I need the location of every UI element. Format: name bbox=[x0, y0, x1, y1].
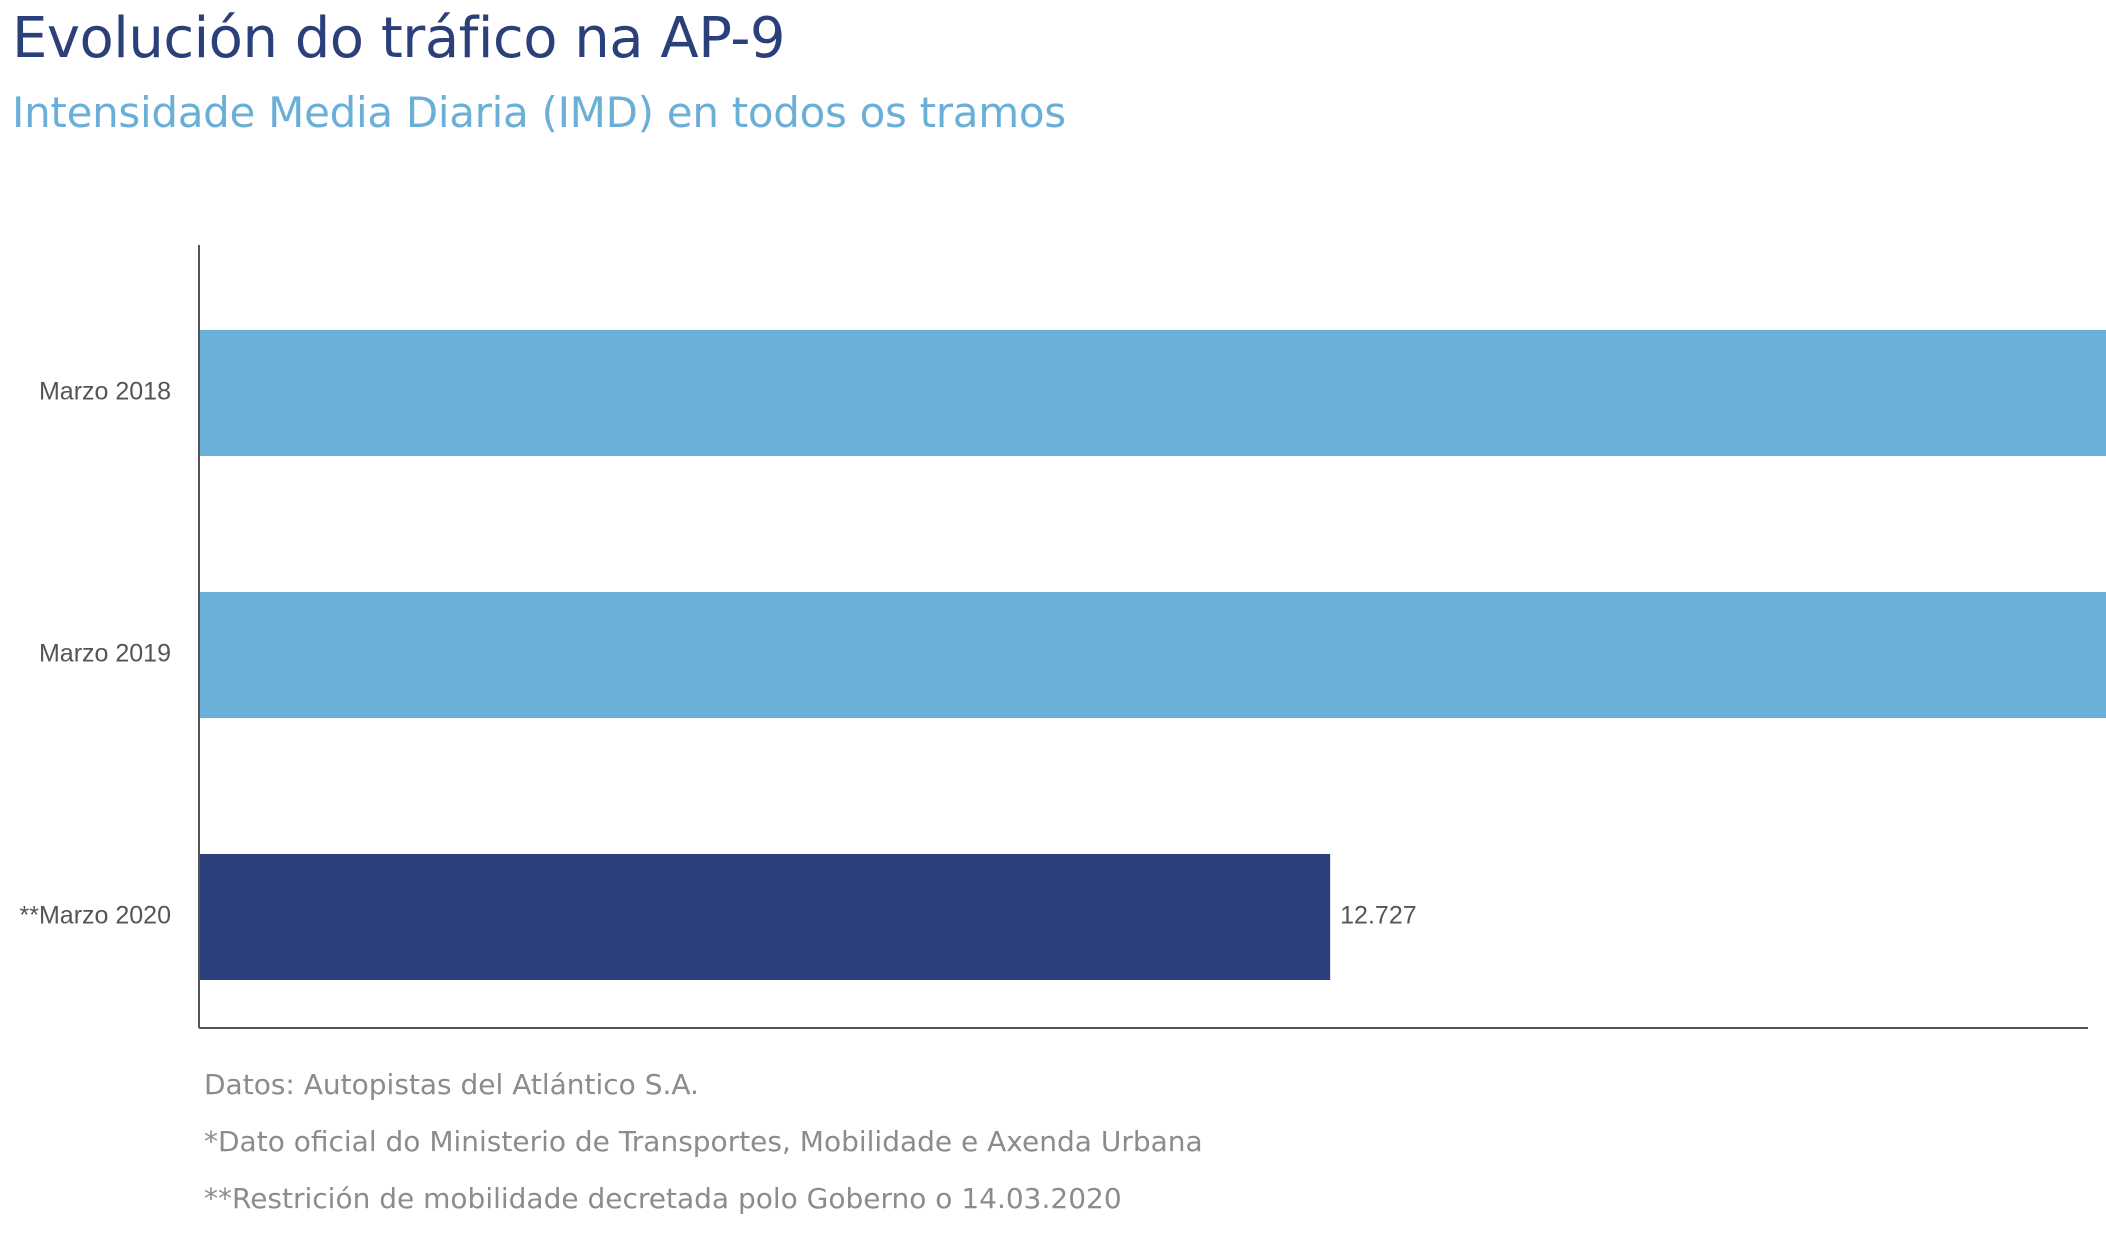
bar-marzo-2018 bbox=[200, 330, 2106, 456]
footnote-mobility-restriction: **Restrición de mobilidade decretada pol… bbox=[204, 1182, 1122, 1215]
bar-marzo-2019 bbox=[200, 592, 2106, 718]
bar-marzo-2020 bbox=[200, 854, 1331, 980]
chart-title: Evolución do tráfico na AP-9 bbox=[12, 6, 786, 71]
category-label-marzo-2020: **Marzo 2020 bbox=[20, 902, 171, 930]
chart-subtitle: Intensidade Media Diaria (IMD) en todos … bbox=[12, 88, 1066, 137]
category-label-marzo-2018: Marzo 2018 bbox=[39, 378, 171, 406]
value-label-marzo-2020: 12.727 bbox=[1340, 902, 1416, 930]
footnote-source: Datos: Autopistas del Atlántico S.A. bbox=[204, 1068, 699, 1101]
bar-chart: Marzo 201821.695*Marzo 201922.125***Marz… bbox=[20, 245, 2106, 1029]
category-label-marzo-2019: Marzo 2019 bbox=[39, 640, 171, 668]
footnote-official-data: *Dato oficial do Ministerio de Transport… bbox=[204, 1125, 1203, 1158]
